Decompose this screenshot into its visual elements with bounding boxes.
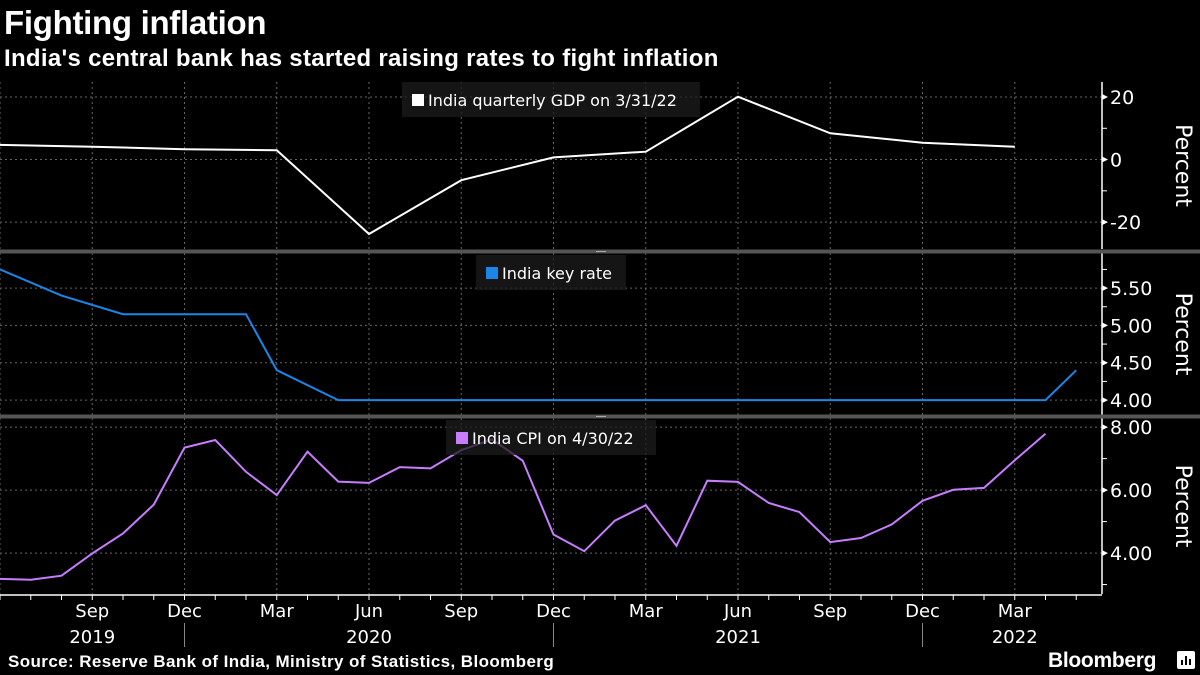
chart-title: Fighting inflation xyxy=(4,4,267,41)
x-year-label: 2022 xyxy=(992,627,1038,648)
x-tick-label: Dec xyxy=(167,601,202,622)
cpi-series-line xyxy=(0,432,1047,581)
legend-swatch xyxy=(412,94,424,106)
x-tick-label: Sep xyxy=(444,601,478,622)
gdp-series-line xyxy=(0,95,1015,236)
y-tick-label: 6.00 xyxy=(1110,480,1152,502)
x-year-label: 2021 xyxy=(715,627,761,648)
x-tick-label: Mar xyxy=(260,601,295,622)
legend-box xyxy=(402,82,700,117)
y-axis-label: Percent xyxy=(1170,465,1195,548)
legend-label: India CPI on 4/30/22 xyxy=(472,429,634,448)
y-axis-label: Percent xyxy=(1170,293,1195,376)
legend-swatch xyxy=(486,267,498,279)
y-tick-label: 5.50 xyxy=(1110,278,1152,300)
y-tick-label: 20 xyxy=(1110,87,1134,109)
cpi-panel: 8.00 6.00 4.00 Percent India CPI on 4/30/22 xyxy=(0,417,1195,594)
y-tick-label: 5.00 xyxy=(1110,315,1152,337)
legend-box xyxy=(476,255,626,290)
source-note: Source: Reserve Bank of India, Ministry … xyxy=(8,652,555,671)
x-tick-label: Dec xyxy=(536,601,571,622)
y-tick-label: 4.00 xyxy=(1110,543,1152,565)
legend-label: India quarterly GDP on 3/31/22 xyxy=(428,91,677,110)
y-tick-label: 0 xyxy=(1110,150,1122,172)
bloomberg-chart-icon xyxy=(1177,651,1195,669)
x-tick-label: Mar xyxy=(998,601,1033,622)
key-rate-panel: 5.50 5.00 4.50 4.00 Percent India key rate xyxy=(0,253,1195,415)
legend-box xyxy=(446,420,656,455)
x-tick-label: Jun xyxy=(354,601,383,622)
y-tick-label: 4.00 xyxy=(1110,390,1152,412)
x-tick-label: Sep xyxy=(813,601,847,622)
x-tick-label: Dec xyxy=(905,601,940,622)
bloomberg-logo: Bloomberg xyxy=(1048,649,1157,672)
y-tick-label: 4.50 xyxy=(1110,353,1152,375)
y-axis-label: Percent xyxy=(1170,124,1195,207)
y-tick-label: -20 xyxy=(1110,212,1141,234)
x-year-label: 2019 xyxy=(69,627,115,648)
legend-swatch xyxy=(456,432,468,444)
gdp-panel: 20 0 -20 Percent India quarterly GDP on 3/31… xyxy=(0,82,1195,249)
x-tick-label: Mar xyxy=(629,601,664,622)
x-year-label: 2020 xyxy=(346,627,392,648)
x-tick-label: Sep xyxy=(75,601,109,622)
legend-label: India key rate xyxy=(502,264,612,283)
chart-subtitle: India's central bank has started raising… xyxy=(4,45,719,72)
x-tick-label: Jun xyxy=(723,601,752,622)
y-tick-label: 8.00 xyxy=(1110,417,1152,439)
key-rate-series-line xyxy=(0,268,1077,402)
